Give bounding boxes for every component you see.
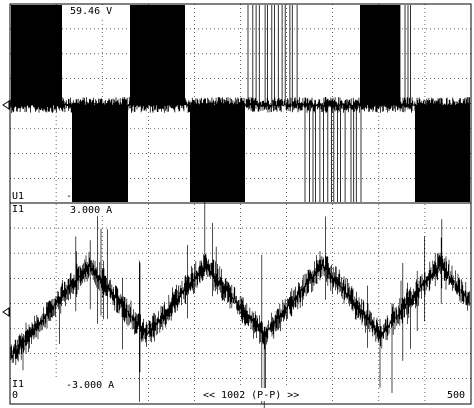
label-bg xyxy=(68,204,122,216)
label-bg xyxy=(200,388,290,401)
pwm-block xyxy=(11,5,62,105)
points-label: 500 xyxy=(447,390,465,401)
zero-marker xyxy=(2,100,10,110)
label-bg xyxy=(12,377,122,401)
pwm-block xyxy=(190,105,245,202)
zero-label: 0 xyxy=(12,390,18,401)
noise xyxy=(10,201,470,408)
pwm-block xyxy=(72,105,128,202)
label-bg xyxy=(440,388,470,401)
label-bg xyxy=(68,5,120,17)
scale-label: 3.000 A xyxy=(70,205,112,216)
pwm-block xyxy=(415,105,470,202)
zero-marker xyxy=(2,307,10,317)
current-waveform xyxy=(10,201,470,408)
channel-label: I1 xyxy=(12,379,24,390)
nav-label[interactable]: << 1002 (P-P) >> xyxy=(203,390,299,401)
channel-label: I1 xyxy=(12,204,24,215)
pwm-block xyxy=(360,5,400,105)
channel-label: U1 xyxy=(12,191,24,202)
scale-label: 59.46 V xyxy=(70,6,112,17)
pwm-block xyxy=(130,5,185,105)
marker-label: - xyxy=(66,191,72,202)
voltage-waveform xyxy=(10,5,470,202)
noise xyxy=(10,5,470,202)
scale-label: -3.000 A xyxy=(66,380,114,391)
